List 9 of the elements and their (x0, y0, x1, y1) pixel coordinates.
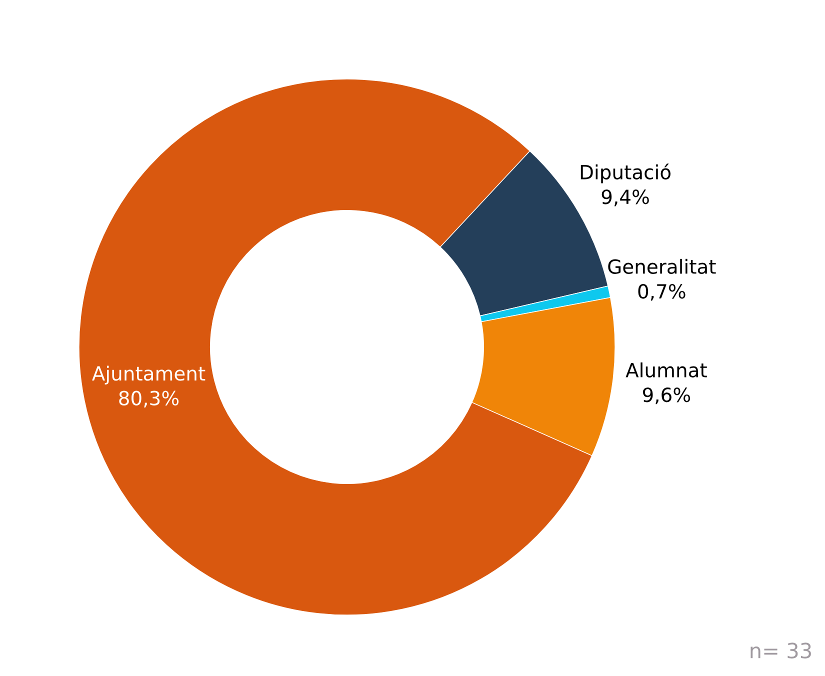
slice-label: Alumnat (626, 362, 707, 378)
slice-label: Diputació (580, 164, 671, 184)
data-label: 0,7% (638, 284, 686, 301)
data-label: 80,3% (119, 390, 179, 408)
data-label: 9,4% (602, 190, 649, 206)
slice-label: Ajuntament (92, 366, 206, 385)
text: n= 33 (750, 642, 811, 658)
slice-label: Generalitat (608, 258, 716, 274)
data-label: 9,6% (642, 387, 690, 404)
